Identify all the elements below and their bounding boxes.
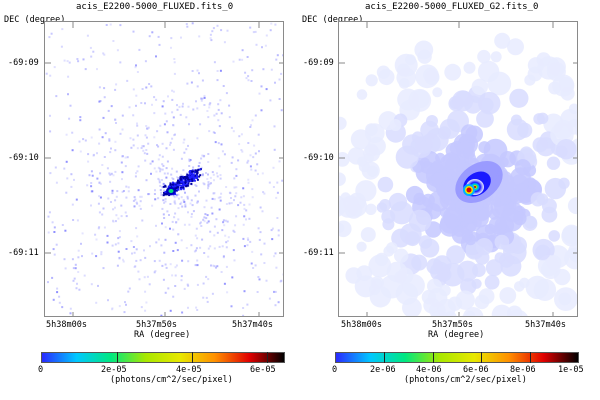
colorbar-tick bbox=[481, 352, 483, 363]
dec-tick-label: -69:09 bbox=[303, 58, 334, 68]
dec-tick-label: -69:11 bbox=[303, 248, 334, 258]
colorbar-tick-label: 1e-05 bbox=[558, 365, 584, 375]
colorbar-tick bbox=[384, 352, 386, 363]
colorbar-tick-label: 0 bbox=[38, 365, 44, 375]
dec-tick-label: -69:10 bbox=[303, 153, 334, 163]
image-frame[interactable] bbox=[44, 21, 284, 317]
colorbar-tick-label: 8e-06 bbox=[510, 365, 536, 375]
source-peak bbox=[168, 189, 174, 193]
colorbar bbox=[335, 352, 579, 363]
colorbar-tick bbox=[529, 352, 531, 363]
ra-tick-label: 5h38m00s bbox=[341, 320, 382, 330]
ra-axis-label: RA (degree) bbox=[428, 330, 485, 340]
dec-axis-label: DEC (degree) bbox=[4, 15, 66, 25]
dec-axis-label: DEC (degree) bbox=[302, 15, 364, 25]
image-frame[interactable] bbox=[338, 21, 578, 317]
colorbar-tick-label: 0 bbox=[332, 365, 338, 375]
colorbar bbox=[41, 352, 285, 363]
dec-tick-label: -69:09 bbox=[8, 58, 39, 68]
sky-image bbox=[45, 22, 283, 316]
source-peak bbox=[466, 187, 472, 193]
colorbar-tick bbox=[267, 352, 269, 363]
colorbar-tick bbox=[117, 352, 119, 363]
ra-tick-label: 5h37m50s bbox=[136, 320, 177, 330]
dec-tick-label: -69:11 bbox=[8, 248, 39, 258]
colorbar-tick-label: 2e-05 bbox=[101, 365, 127, 375]
colorbar-tick bbox=[192, 352, 194, 363]
panel-title: acis_E2200-5000_FLUXED.fits_0 bbox=[76, 2, 234, 12]
ra-tick-label: 5h38m00s bbox=[46, 320, 87, 330]
ra-tick-label: 5h37m40s bbox=[525, 320, 566, 330]
colorbar-tick-label: 6e-06 bbox=[463, 365, 489, 375]
sky-image bbox=[339, 22, 577, 316]
colorbar-tick-label: 2e-06 bbox=[370, 365, 396, 375]
ra-tick-label: 5h37m50s bbox=[432, 320, 473, 330]
colorbar-tick-label: 4e-06 bbox=[416, 365, 442, 375]
dec-tick-label: -69:10 bbox=[8, 153, 39, 163]
ra-tick-label: 5h37m40s bbox=[232, 320, 273, 330]
ra-axis-label: RA (degree) bbox=[134, 330, 191, 340]
colorbar-tick bbox=[432, 352, 434, 363]
panel-title: acis_E2200-5000_FLUXED_G2.fits_0 bbox=[365, 2, 539, 12]
colorbar-units: (photons/cm^2/sec/pixel) bbox=[110, 375, 233, 385]
colorbar-units: (photons/cm^2/sec/pixel) bbox=[404, 375, 527, 385]
colorbar-tick-label: 4e-05 bbox=[176, 365, 202, 375]
colorbar-tick-label: 6e-05 bbox=[250, 365, 276, 375]
